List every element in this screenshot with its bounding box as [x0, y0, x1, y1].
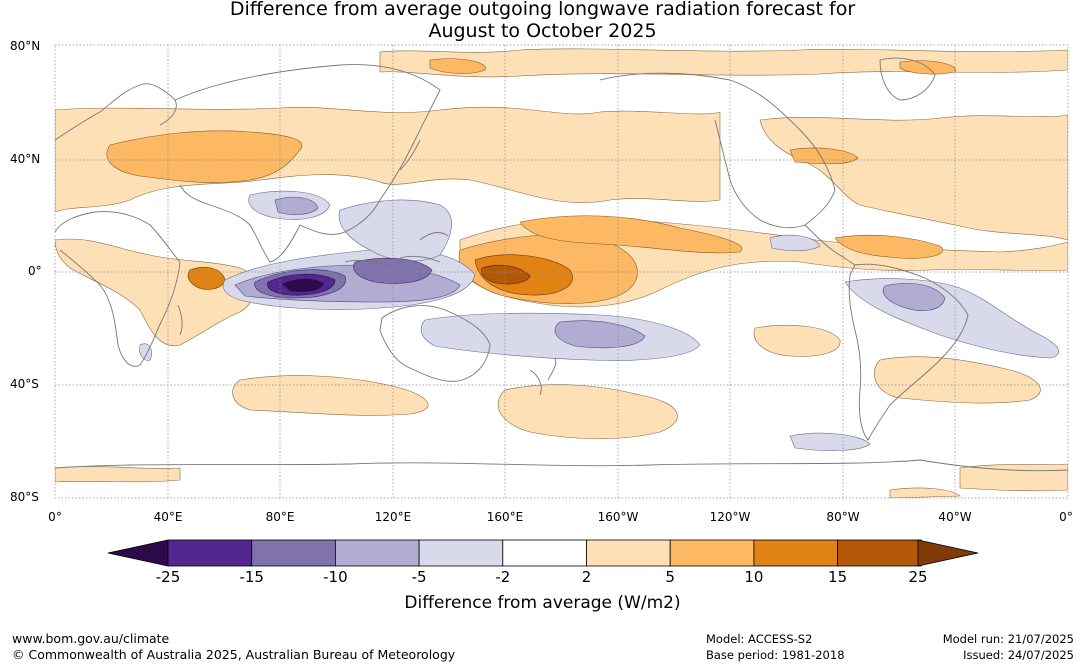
- region-west-pacific-extreme-positive: [481, 264, 531, 285]
- coast-australia: [379, 305, 491, 382]
- region-north-america-strong-positive: [789, 147, 859, 165]
- coast-north-america: [599, 72, 836, 229]
- lat-label: 80°S: [10, 490, 39, 504]
- region-indian-ocean-extreme-negative: [282, 278, 324, 292]
- lon-label: 0°: [48, 510, 62, 524]
- region-arctic-strong-positive: [429, 58, 956, 75]
- region-maritime-continent-negative: [338, 199, 452, 262]
- lon-label: 160°E: [486, 510, 524, 524]
- lon-label: 40°E: [153, 510, 183, 524]
- footer-issued: Issued: 24/07/2025: [963, 648, 1074, 662]
- footer-model-run: Model run: 21/07/2025: [942, 632, 1074, 646]
- colorbar-segment: [167, 539, 253, 567]
- colorbar-tick-label: 5: [665, 568, 675, 586]
- region-central-pacific-strong-positive: [519, 215, 743, 254]
- colorbar-tick-label: -5: [411, 568, 427, 586]
- colorbar-extend-low: [107, 539, 169, 567]
- coast-south-america: [848, 263, 969, 441]
- region-south-pacific-positive: [497, 384, 678, 440]
- lon-label: 80°W: [826, 510, 860, 524]
- lat-label: 40°S: [10, 377, 39, 391]
- footer-base-period: Base period: 1981-2018: [706, 648, 845, 662]
- coast-asia: [174, 64, 441, 263]
- lat-label: 0°: [28, 264, 42, 278]
- colorbar-tick-label: -15: [239, 568, 264, 586]
- region-central-asia-strong-positive: [106, 130, 303, 183]
- anomaly-shading: [55, 48, 1068, 498]
- region-south-pacific-moderate-negative: [554, 320, 646, 349]
- lon-label: 120°E: [374, 510, 412, 524]
- colorbar-tick-label: -25: [155, 568, 181, 586]
- coast-new-zealand: [529, 357, 557, 396]
- colorbar-segment: [837, 539, 922, 567]
- lon-label: 40°W: [938, 510, 972, 524]
- colorbar-tick-label: 10: [744, 568, 764, 586]
- coast-central-america: [804, 224, 856, 266]
- lat-label: 40°N: [10, 152, 41, 166]
- colorbar-segment: [669, 539, 755, 567]
- colorbar-segment: [586, 539, 671, 567]
- coast-greenland: [879, 57, 936, 101]
- region-east-pacific-negative: [769, 234, 821, 252]
- colorbar-title: Difference from average (W/m2): [404, 593, 681, 613]
- lon-label: 80°E: [265, 510, 295, 524]
- map-title-line1: Difference from average outgoing longwav…: [229, 0, 856, 20]
- colorbar-extend-high: [917, 539, 979, 567]
- map-title-line2: August to October 2025: [428, 20, 657, 42]
- coast-japan: [399, 139, 421, 171]
- coast-europe: [55, 83, 177, 141]
- colorbar-segment: [418, 539, 504, 567]
- lon-label: 0°: [1059, 510, 1073, 524]
- colorbar-tick-label: 2: [581, 568, 592, 586]
- region-southern-ocean-positive: [232, 375, 429, 416]
- footer-copyright: © Commonwealth of Australia 2025, Austra…: [12, 647, 456, 662]
- footer-model: Model: ACCESS-S2: [706, 632, 813, 646]
- map-frame: [54, 44, 1069, 499]
- colorbar-tick-label: 25: [908, 568, 928, 586]
- colorbar-segment: [502, 539, 587, 567]
- lon-label: 160°W: [597, 510, 639, 524]
- region-south-atlantic-positive: [873, 356, 1041, 404]
- coast-africa: [55, 211, 181, 367]
- lat-label: 80°N: [10, 39, 41, 53]
- colorbar-segment: [334, 539, 420, 567]
- colorbar-tick-label: -2: [495, 568, 511, 586]
- coast-antarctica: [55, 459, 1068, 472]
- colorbar-tick-label: 15: [828, 568, 848, 586]
- coast-indonesia: [344, 232, 449, 267]
- region-indian-ocean-west-very-strong-positive: [187, 267, 226, 290]
- region-caribbean-strong-positive: [834, 234, 943, 259]
- colorbar-tick-label: -10: [323, 568, 348, 586]
- coastlines: [55, 57, 1068, 472]
- colorbar: [107, 539, 979, 567]
- region-africa-negative: [139, 343, 152, 361]
- colorbar-segment: [251, 539, 336, 567]
- region-east-asia-moderate-negative: [274, 196, 319, 215]
- colorbar-segment: [753, 539, 839, 567]
- region-indian-ocean-west-positive: [55, 238, 256, 347]
- graticule: [55, 45, 1068, 498]
- region-antarctic-positive: [55, 463, 1068, 498]
- region-maritime-strong-negative: [353, 258, 433, 284]
- region-arctic-positive: [379, 48, 1068, 78]
- region-south-america-moderate-negative: [882, 283, 946, 311]
- region-south-pacific-east-positive: [753, 325, 841, 357]
- lon-label: 120°W: [709, 510, 751, 524]
- region-north-atlantic-positive: [759, 114, 1068, 241]
- coast-madagascar: [177, 304, 183, 336]
- footer-website: www.bom.gov.au/climate: [12, 631, 170, 646]
- region-southern-ocean-negative: [789, 432, 871, 451]
